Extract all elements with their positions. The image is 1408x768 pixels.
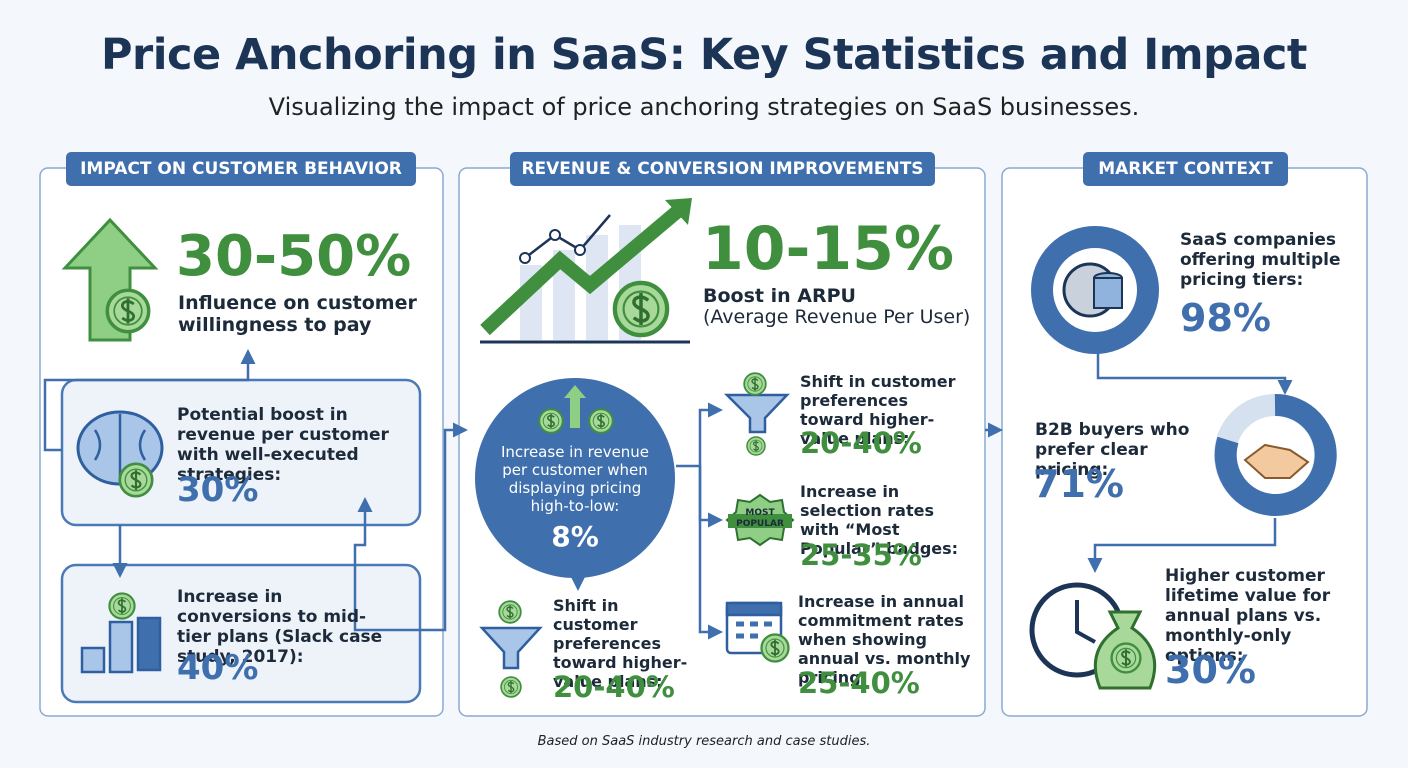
donut-charts-part: [1031, 226, 1159, 354]
stat-label: Potential boost in revenue per customer …: [177, 405, 389, 485]
growth-chart-icon-part: [519, 252, 531, 264]
handshake-icon-part: [1243, 443, 1310, 479]
cards: [60, 378, 422, 704]
center-circle-part: [475, 378, 675, 578]
arrow-up-icon-part: [105, 288, 151, 334]
donut-charts-part: [1214, 393, 1337, 516]
funnel-coins-part: [743, 372, 767, 396]
stat-label: Influence on customer willingness to pay: [178, 292, 417, 336]
stack-icon-part: [108, 620, 134, 674]
stat-value: 25-40%: [798, 666, 920, 700]
connectors-part: [353, 497, 420, 632]
stat-value: 30%: [1165, 648, 1256, 692]
growth-chart-icon-part: [574, 244, 586, 256]
stat-label: Higher customer lifetime value for annua…: [1165, 566, 1331, 666]
circle-value: 8%: [551, 520, 599, 553]
panel-heading: REVENUE & CONVERSION IMPROVEMENTS: [510, 152, 935, 186]
clock-bag-icon-part: [1075, 600, 1096, 644]
connectors-part: [698, 466, 723, 640]
stack-icon-part: [108, 592, 136, 620]
calendar-icon-part: [725, 601, 783, 617]
subtitle: Visualizing the impact of price anchorin…: [268, 93, 1140, 121]
center-circle-part: [538, 408, 564, 434]
stat-value: 40%: [177, 648, 259, 688]
handshake-icon: [1243, 443, 1310, 479]
stat-value: 98%: [1180, 296, 1271, 340]
calendar-icon-part: [736, 621, 772, 639]
clock-bag-icon: [1029, 582, 1157, 690]
footer-note: Based on SaaS industry research and case…: [537, 734, 871, 749]
stat-label: Increase in annual commitment rates when…: [798, 592, 971, 687]
connectors-part: [420, 422, 468, 632]
stat-label: B2B buyers who prefer clear pricing:: [1035, 420, 1190, 480]
donut-charts: [1031, 226, 1337, 516]
panel-heading: MARKET CONTEXT: [1083, 152, 1288, 186]
funnel-coins-part: [498, 600, 522, 624]
gear-db-icon-part: [1093, 277, 1123, 309]
funnel-icons-part: [479, 626, 543, 670]
center-circle-part: [564, 385, 586, 428]
stat-label: Shift in customer preferences toward hig…: [800, 372, 956, 448]
stat-value: 20-40%: [553, 670, 675, 704]
stat-value: 30-50%: [176, 224, 412, 289]
gear-db-icon: [1062, 262, 1123, 318]
growth-chart-icon-part: [665, 198, 692, 225]
stat-value: 71%: [1033, 462, 1124, 506]
connectors-part: [1096, 352, 1293, 395]
funnel-icons: [479, 393, 790, 670]
title: Price Anchoring in SaaS: Key Statistics …: [101, 30, 1307, 80]
stat-value: 30%: [177, 470, 259, 510]
brain-icon-part: [118, 462, 154, 498]
badge-icon-part: [728, 514, 792, 528]
connectors-part: [43, 349, 256, 452]
growth-chart-icon-part: [615, 283, 667, 335]
stat-value: 20-40%: [800, 426, 922, 460]
circle-label: Increase in revenue per customer when di…: [500, 443, 650, 515]
stack-icon: [80, 592, 162, 674]
stack-icon-part: [80, 646, 106, 674]
connectors-part: [676, 402, 723, 468]
center-circle-part: [588, 408, 614, 434]
funnel-icons-part: [723, 393, 790, 434]
stat-note: (Average Revenue Per User): [703, 306, 971, 328]
stat-label: SaaS companies offering multiple pricing…: [1180, 230, 1341, 290]
clock-bag-icon-part: [1110, 642, 1142, 674]
arrow-up-icon: [61, 217, 159, 342]
stat-value: 25-35%: [800, 538, 922, 572]
badge-text: MOST POPULAR: [736, 508, 784, 529]
funnel-coins-part: [746, 436, 766, 456]
center-circle: [475, 378, 675, 578]
brain-icon: [76, 410, 164, 498]
connectors-part: [1087, 518, 1277, 573]
stat-label: Boost in ARPU: [703, 285, 856, 307]
growth-chart-icon: [480, 198, 692, 344]
calendar-icon: [725, 601, 790, 663]
badge-icon: [725, 493, 795, 547]
panel-heading: IMPACT ON CUSTOMER BEHAVIOR: [66, 152, 416, 186]
stat-label: Increase in conversions to mid-tier plan…: [177, 587, 383, 667]
funnel-coins-part: [500, 676, 522, 698]
calendar-icon-part: [760, 633, 790, 663]
growth-chart-icon-part: [549, 229, 561, 241]
stack-icon-part: [136, 616, 162, 672]
connectors: [43, 349, 1293, 640]
stat-value: 10-15%: [702, 214, 955, 284]
brain-icon-part: [93, 414, 147, 482]
growth-chart-icon-part: [524, 214, 611, 259]
arrow-up-icon-part: [61, 217, 159, 342]
growth-chart-icon-part: [480, 199, 690, 336]
stat-label: Shift in customer preferences toward hig…: [553, 596, 688, 691]
stat-label: Increase in selection rates with “Most P…: [800, 482, 959, 558]
